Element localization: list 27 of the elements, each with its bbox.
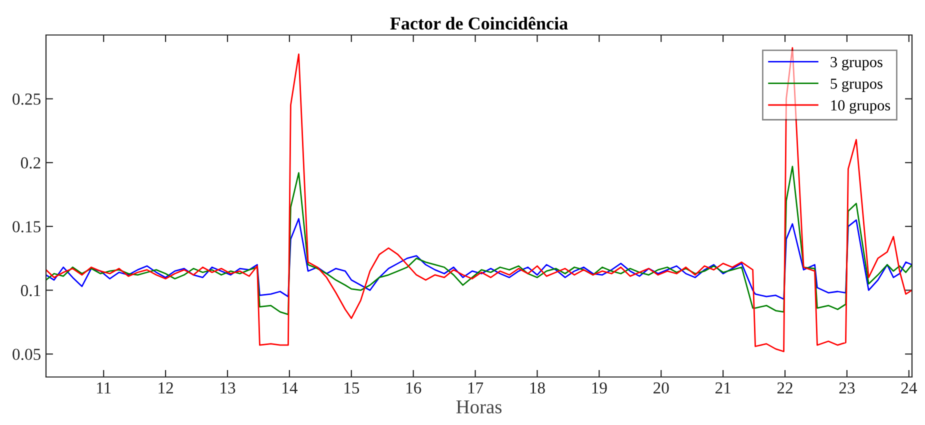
x-tick-label: 11 [97,382,111,394]
x-tick-label: 20 [654,382,669,394]
x-tick-label: 15 [344,382,360,394]
chart-title: Factor de Coincidência [390,16,568,30]
y-tick-label: 0.25 [12,94,40,105]
x-tick-label: 22 [777,382,792,394]
x-tick-label: 24 [901,382,917,394]
x-tick-label: 17 [468,382,484,394]
x-tick-label: 19 [592,382,607,394]
y-tick-label: 0.1 [20,284,40,296]
legend-label: 5 grupos [830,78,882,92]
x-tick-label: 13 [220,382,236,394]
legend-label: 10 grupos [831,100,890,114]
legend-label: 3 grupos [830,56,882,70]
x-tick-label: 18 [530,382,545,394]
x-tick-label: 14 [282,382,298,394]
x-tick-label: 12 [158,382,173,394]
y-tick-label: 0.05 [12,348,40,360]
line-series [46,47,912,352]
line-series [46,218,912,300]
x-axis-title: Horas [456,400,502,414]
x-tick-label: 23 [839,382,855,394]
y-tick-label: 0.15 [12,221,40,232]
line-series [46,166,912,316]
x-tick-label: 21 [715,382,730,394]
y-tick-label: 0.2 [20,157,40,169]
x-tick-label: 16 [406,382,422,394]
